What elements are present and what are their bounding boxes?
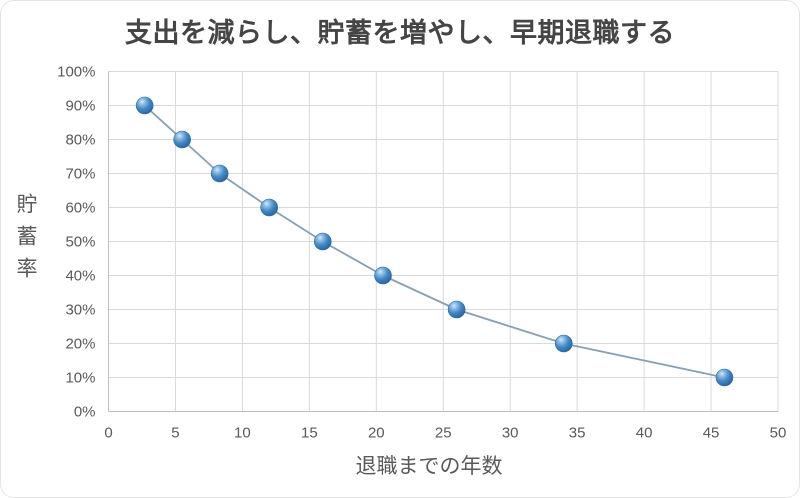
x-tick-label: 25 <box>435 425 452 442</box>
y-tick-label: 40% <box>65 268 95 285</box>
y-tick-label: 70% <box>65 166 95 183</box>
y-tick-label: 50% <box>65 234 95 251</box>
y-tick-label: 100% <box>57 64 95 81</box>
x-tick-label: 0 <box>104 425 112 442</box>
data-point-marker <box>260 198 278 217</box>
y-tick-label: 10% <box>65 370 95 387</box>
data-point-marker <box>135 96 154 115</box>
data-point-marker <box>554 334 573 353</box>
data-point-marker <box>447 300 466 319</box>
x-tick-label: 45 <box>703 425 720 442</box>
data-point-marker <box>210 164 229 183</box>
data-point-marker <box>313 232 332 251</box>
y-tick-label: 20% <box>65 336 95 353</box>
data-point-marker <box>715 368 734 387</box>
data-point-marker <box>173 130 191 149</box>
x-tick-label: 40 <box>636 425 653 442</box>
x-tick-label: 5 <box>171 425 179 442</box>
x-axis-title: 退職までの年数 <box>355 455 503 478</box>
x-tick-label: 35 <box>569 425 586 442</box>
y-tick-label: 90% <box>65 98 95 115</box>
x-tick-label: 20 <box>368 425 385 442</box>
chart-title: 支出を減らし、貯蓄を増やし、早期退職する <box>125 18 675 48</box>
y-tick-label: 0% <box>74 404 96 421</box>
x-tick-label: 50 <box>770 425 787 442</box>
x-tick-label: 30 <box>502 425 519 442</box>
x-tick-label: 10 <box>234 425 251 442</box>
y-tick-label: 30% <box>65 302 95 319</box>
y-tick-label: 60% <box>65 200 95 217</box>
data-point-marker <box>374 266 392 285</box>
y-tick-label: 80% <box>65 132 95 149</box>
x-tick-label: 15 <box>301 425 318 442</box>
y-axis-title: 貯蓄率 <box>14 193 37 289</box>
